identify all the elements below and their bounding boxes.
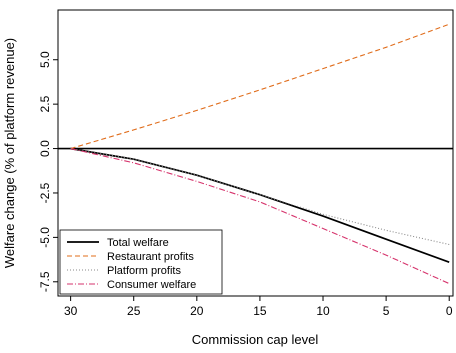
y-tick-label: -2.5 bbox=[38, 182, 52, 203]
x-tick-label: 15 bbox=[253, 304, 267, 318]
x-tick-label: 25 bbox=[127, 304, 141, 318]
x-tick-label: 0 bbox=[446, 304, 453, 318]
y-tick-label: -5.0 bbox=[38, 227, 52, 248]
y-tick-label: 0.0 bbox=[38, 140, 52, 157]
legend-label-0: Total welfare bbox=[107, 237, 169, 249]
y-axis: -7.5 -5.0 -2.5 0.0 2.5 5.0 bbox=[38, 51, 58, 292]
y-axis-label: Welfare change (% of platform revenue) bbox=[2, 38, 17, 268]
x-tick-label: 10 bbox=[316, 304, 330, 318]
y-tick-label: -7.5 bbox=[38, 271, 52, 292]
legend-label-2: Platform profits bbox=[107, 265, 181, 277]
x-axis: 30 25 20 15 10 5 0 bbox=[64, 296, 453, 318]
x-tick-label: 30 bbox=[64, 304, 78, 318]
y-tick-label: 5.0 bbox=[38, 51, 52, 68]
plot-frame bbox=[57, 9, 454, 297]
y-tick-label: 2.5 bbox=[38, 95, 52, 112]
x-axis-label: Commission cap level bbox=[192, 332, 319, 347]
legend-box bbox=[59, 229, 223, 295]
series-lines bbox=[70, 23, 450, 285]
legend-label-3: Consumer welfare bbox=[107, 279, 196, 291]
legend-label-1: Restaurant profits bbox=[107, 251, 194, 263]
x-tick-label: 20 bbox=[190, 304, 204, 318]
series-line-1 bbox=[70, 23, 450, 150]
x-tick-label: 5 bbox=[383, 304, 390, 318]
legend: Total welfare Restaurant profits Platform … bbox=[59, 229, 223, 295]
series-line-3 bbox=[70, 148, 450, 285]
series-line-2 bbox=[70, 148, 450, 246]
